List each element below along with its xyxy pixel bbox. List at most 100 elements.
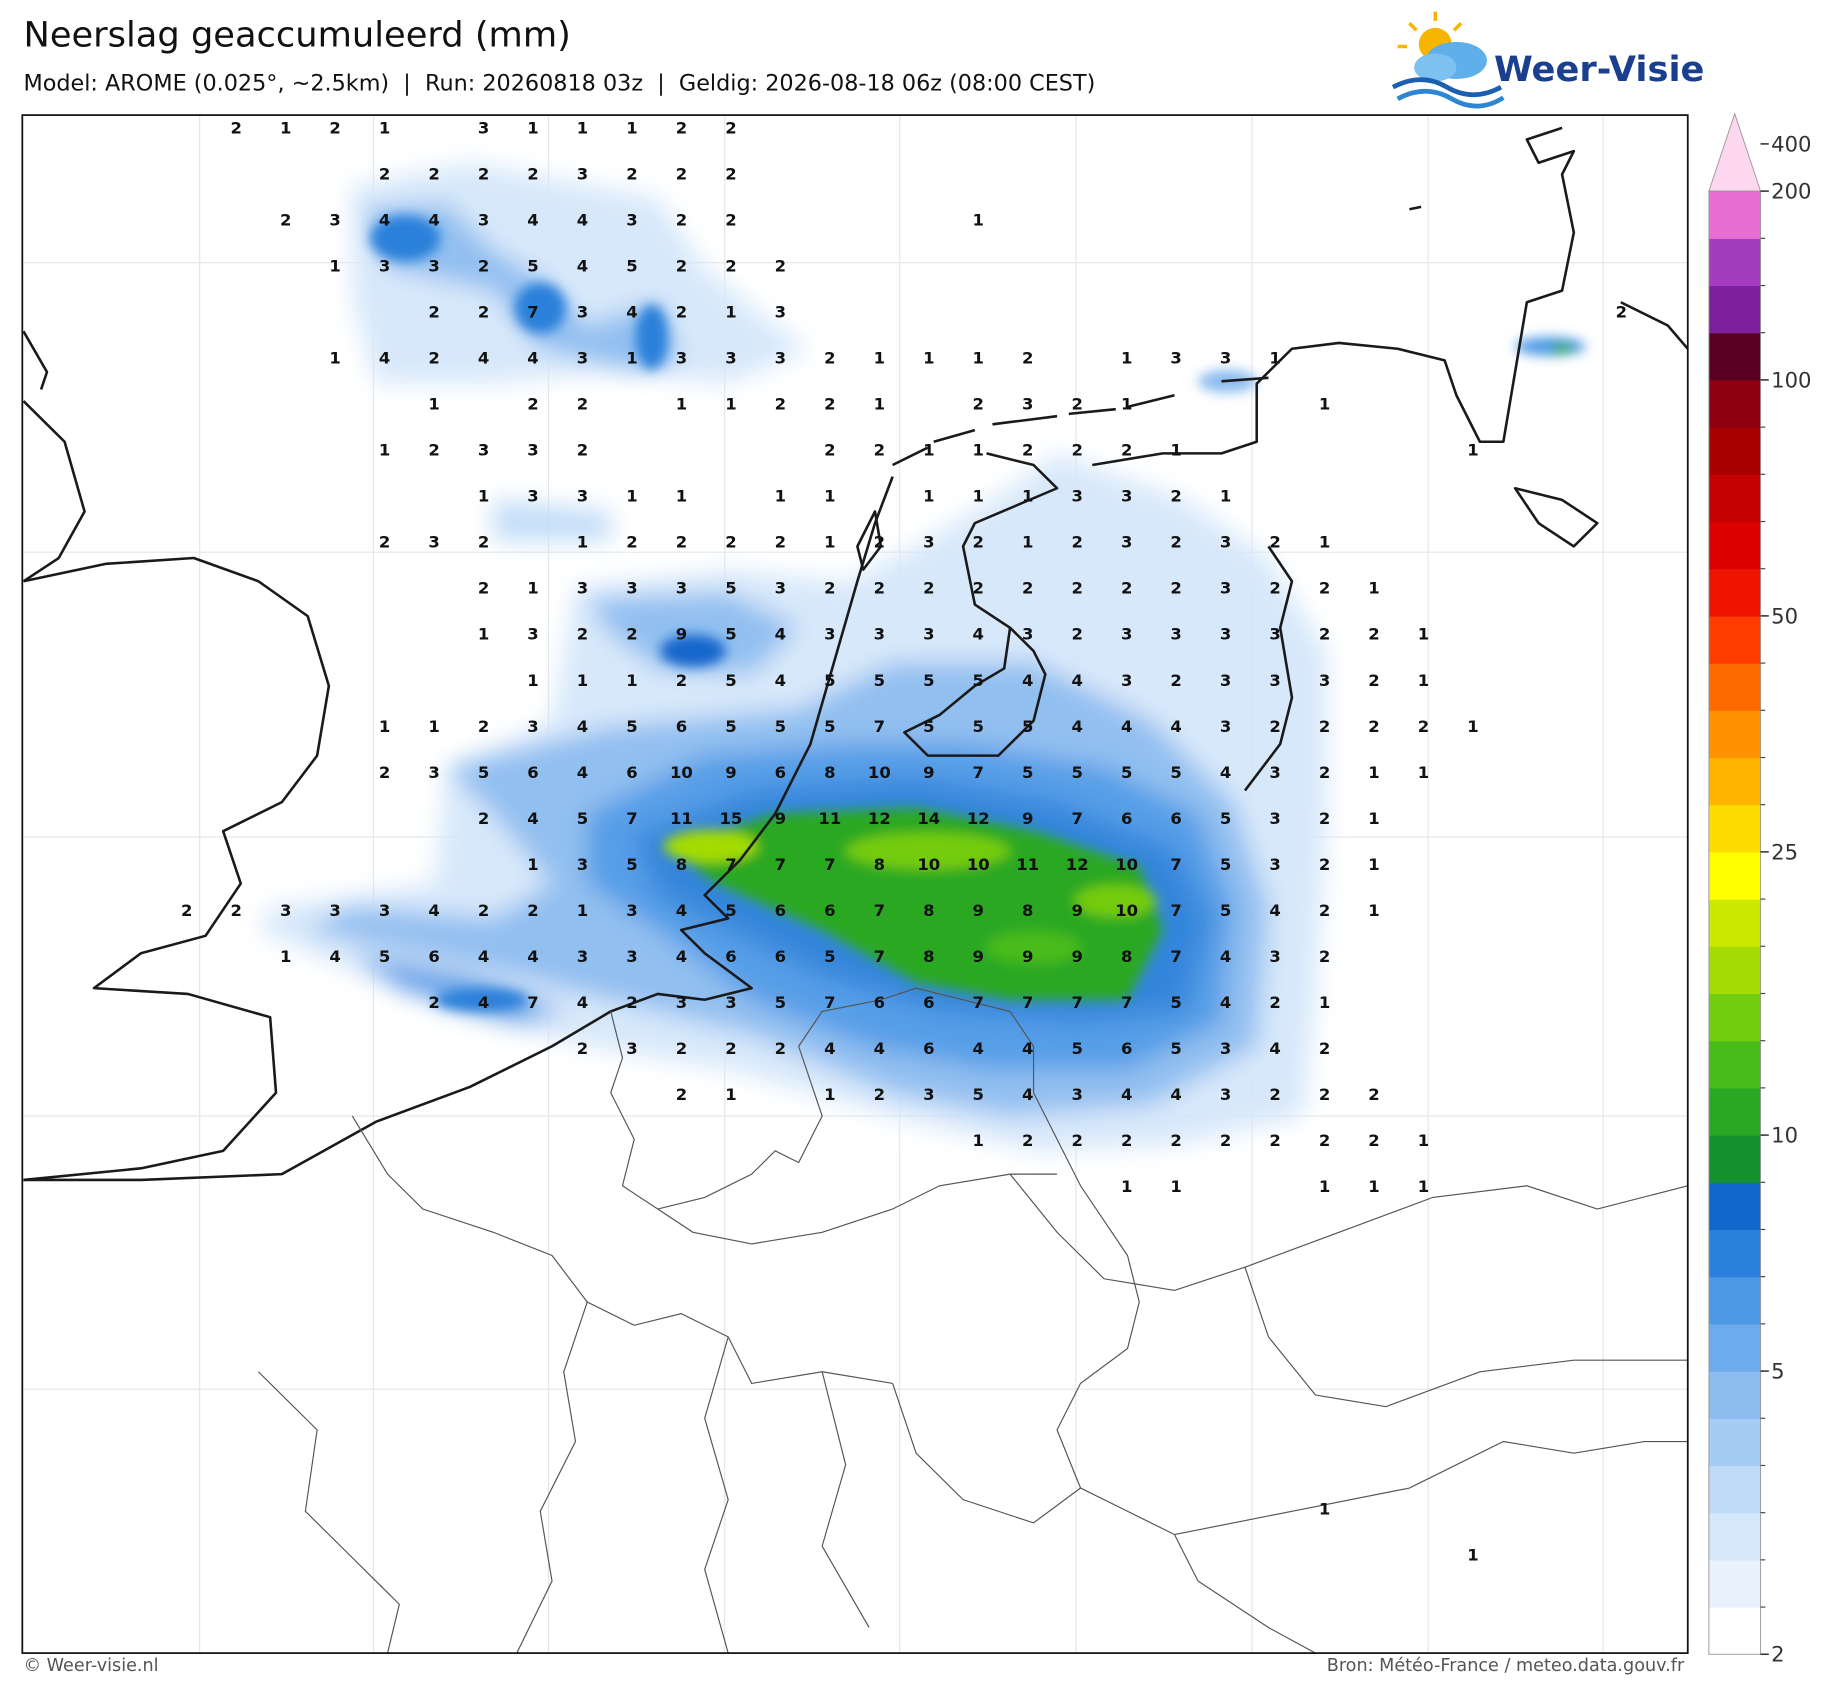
grid-value: 4 (379, 349, 390, 368)
grid-value: 2 (1269, 717, 1280, 736)
grid-value: 4 (676, 901, 687, 920)
grid-value: 7 (1071, 809, 1082, 828)
grid-value: 2 (725, 533, 736, 552)
grid-value: 2 (676, 671, 687, 690)
grid-value: 2 (1121, 441, 1132, 460)
grid-value: 2 (874, 533, 885, 552)
colorbar-segment (1708, 851, 1761, 900)
grid-value: 2 (676, 1085, 687, 1104)
grid-value: 4 (527, 210, 538, 229)
grid-value: 1 (923, 441, 934, 460)
grid-value: 2 (1071, 441, 1082, 460)
grid-value: 1 (1319, 1177, 1330, 1196)
grid-value: 7 (527, 993, 538, 1012)
grid-value: 2 (478, 901, 489, 920)
grid-value: 1 (1121, 1177, 1132, 1196)
grid-value: 4 (973, 1039, 984, 1058)
grid-value: 2 (973, 395, 984, 414)
grid-value: 4 (775, 671, 786, 690)
grid-value: 12 (868, 809, 891, 828)
grid-value: 4 (428, 901, 439, 920)
grid-value: 1 (1368, 901, 1379, 920)
grid-value: 5 (1220, 809, 1231, 828)
colorbar-segment (1708, 993, 1761, 1042)
colorbar-outline (1708, 190, 1762, 1655)
grid-value: 2 (478, 164, 489, 183)
grid-value: 1 (923, 487, 934, 506)
grid-value: 5 (1170, 993, 1181, 1012)
grid-value: 2 (923, 579, 934, 598)
grid-value: 5 (1022, 717, 1033, 736)
grid-value: 1 (527, 118, 538, 137)
grid-value: 2 (1269, 993, 1280, 1012)
grid-value: 2 (1269, 579, 1280, 598)
grid-value: 11 (818, 809, 841, 828)
grid-value: 1 (1368, 579, 1379, 598)
grid-value: 6 (527, 763, 538, 782)
colorbar-segment (1708, 1135, 1761, 1183)
grid-value: 2 (775, 395, 786, 414)
grid-value: 3 (923, 1085, 934, 1104)
grid-value: 2 (626, 533, 637, 552)
grid-value: 4 (527, 349, 538, 368)
grid-value: 7 (824, 855, 835, 874)
colorbar-segment (1708, 757, 1761, 806)
grid-value: 6 (676, 717, 687, 736)
grid-value: 2 (1319, 717, 1330, 736)
grid-value: 5 (527, 257, 538, 276)
grid-value: 2 (676, 303, 687, 322)
grid-value: 2 (527, 901, 538, 920)
grid-value: 5 (1220, 901, 1231, 920)
grid-value: 3 (923, 625, 934, 644)
grid-value: 8 (923, 947, 934, 966)
grid-value: 3 (1121, 671, 1132, 690)
grid-value: 7 (725, 855, 736, 874)
colorbar-segment (1708, 710, 1761, 759)
logo-text: Weer-Visie (1494, 49, 1704, 90)
grid-value: 1 (626, 118, 637, 137)
grid-value: 1 (1220, 487, 1231, 506)
grid-value: 2 (577, 625, 588, 644)
grid-value: 6 (1121, 809, 1132, 828)
grid-value: 1 (1022, 533, 1033, 552)
grid-value: 5 (1022, 763, 1033, 782)
grid-value: 1 (329, 257, 340, 276)
grid-value: 2 (230, 901, 241, 920)
grid-value: 4 (1269, 1039, 1280, 1058)
grid-value: 10 (967, 855, 990, 874)
grid-value: 2 (1170, 1131, 1181, 1150)
colorbar-segment (1708, 899, 1761, 947)
grid-value: 1 (973, 349, 984, 368)
grid-value: 1 (1022, 487, 1033, 506)
grid-value: 3 (428, 257, 439, 276)
grid-value: 3 (577, 164, 588, 183)
grid-value: 2 (973, 579, 984, 598)
grid-value: 2 (1071, 533, 1082, 552)
grid-value: 3 (725, 993, 736, 1012)
grid-value: 1 (1319, 1499, 1330, 1518)
grid-value: 15 (719, 809, 742, 828)
grid-value: 3 (1121, 487, 1132, 506)
grid-value: 2 (1319, 947, 1330, 966)
colorbar-segment (1708, 1276, 1761, 1325)
grid-value: 1 (1170, 441, 1181, 460)
grid-value: 1 (379, 717, 390, 736)
grid-value: 5 (725, 901, 736, 920)
grid-value: 7 (1071, 993, 1082, 1012)
grid-value: 1 (1319, 993, 1330, 1012)
grid-value: 4 (577, 717, 588, 736)
grid-value: 2 (775, 1039, 786, 1058)
grid-value: 6 (824, 901, 835, 920)
grid-value: 9 (1071, 901, 1082, 920)
grid-value: 7 (1170, 947, 1181, 966)
grid-value: 5 (973, 671, 984, 690)
grid-value: 1 (1319, 395, 1330, 414)
grid-value: 3 (1220, 1039, 1231, 1058)
grid-value: 6 (725, 947, 736, 966)
grid-value: 1 (478, 487, 489, 506)
grid-value: 2 (874, 441, 885, 460)
grid-value: 6 (1121, 1039, 1132, 1058)
grid-value: 4 (973, 625, 984, 644)
grid-value: 5 (775, 993, 786, 1012)
grid-value: 5 (824, 717, 835, 736)
